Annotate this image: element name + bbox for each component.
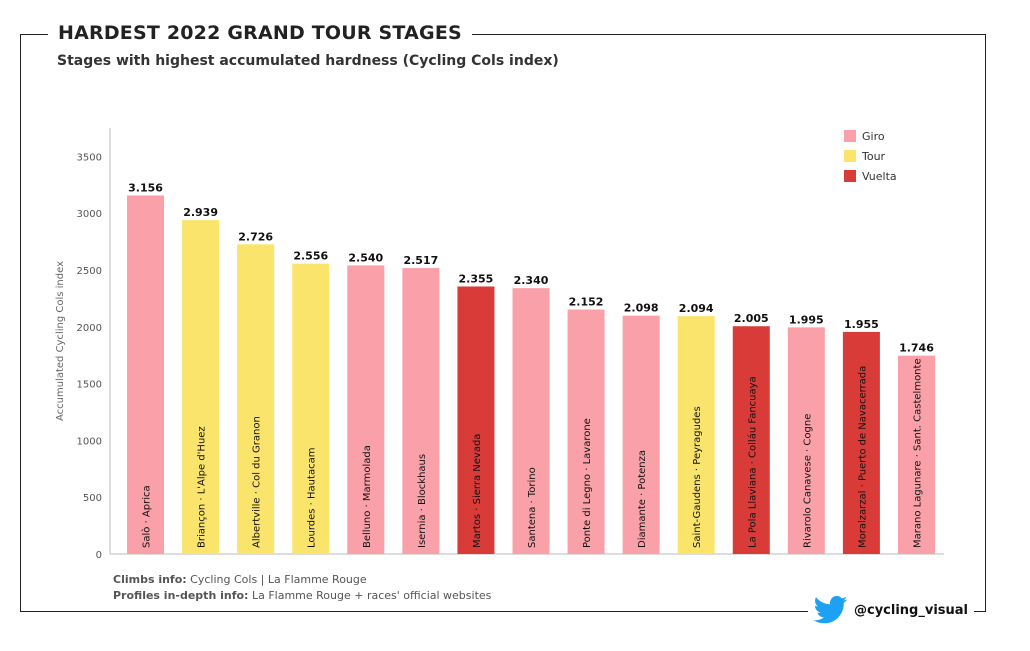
bar-value-label: 2.094 <box>679 302 714 315</box>
bar-value-label: 2.098 <box>624 302 659 315</box>
bar-value-label: 2.340 <box>514 274 549 287</box>
twitter-bird-icon <box>814 596 848 624</box>
category-label: Saint-Gaudens · Peyragudes <box>692 406 703 548</box>
bar <box>457 286 495 554</box>
y-tick-label: 500 <box>83 493 102 504</box>
y-tick-label: 2500 <box>77 266 102 277</box>
bar-value-label: 3.156 <box>128 181 163 194</box>
legend-swatch <box>844 170 856 182</box>
bar-value-label: 2.726 <box>238 230 273 243</box>
y-axis-label: Accumulated Cycling Cols index <box>55 261 66 421</box>
chart-subtitle: Stages with highest accumulated hardness… <box>57 53 559 69</box>
category-label: Isernia · Blockhaus <box>417 454 428 548</box>
chart-frame <box>20 34 986 612</box>
bar <box>292 263 330 554</box>
climbs-info-value: Cycling Cols | La Flamme Rouge <box>190 573 367 586</box>
category-label: Santena · Torino <box>527 467 538 548</box>
bar-value-label: 2.540 <box>348 251 383 264</box>
profiles-info-value: La Flamme Rouge + races' official websit… <box>251 589 492 602</box>
legend-swatch <box>844 130 856 142</box>
legend-label: Vuelta <box>862 170 897 183</box>
bar-value-label: 2.939 <box>183 206 218 219</box>
y-tick-label: 3500 <box>77 152 102 163</box>
bar-value-label: 1.955 <box>844 318 879 331</box>
bar-value-label: 1.746 <box>899 342 934 355</box>
y-tick-label: 2000 <box>77 323 102 334</box>
category-label: Moralzarzal · Puerto de Navacerrada <box>857 366 868 548</box>
y-tick-label: 1500 <box>77 380 102 391</box>
category-label: Belluno · Marmolada <box>362 445 373 548</box>
bar <box>732 326 770 554</box>
category-label: Marano Lagunare · Sant. Castelmonte <box>912 358 923 548</box>
category-label: Martos · Sierra Nevada <box>472 434 483 548</box>
category-label: Briançon · L'Alpe d'Huez <box>197 426 208 548</box>
bar <box>402 268 440 554</box>
bar-value-label: 2.152 <box>569 296 604 309</box>
legend-swatch <box>844 150 856 162</box>
climbs-info-label: Climbs info: <box>113 573 187 586</box>
bar <box>237 244 275 554</box>
y-tick-label: 0 <box>96 550 102 561</box>
climbs-info: Climbs info: Cycling Cols | La Flamme Ro… <box>113 573 367 586</box>
category-label: La Pola Llaviana · Colláu Fancuaya <box>746 376 758 548</box>
category-label: Rivarolo Canavese · Cogne <box>802 414 813 548</box>
legend-label: Giro <box>862 130 885 143</box>
bar <box>787 327 825 554</box>
y-tick-label: 1000 <box>77 436 102 447</box>
bar <box>842 331 880 554</box>
bar-value-label: 2.556 <box>293 250 328 263</box>
bar-value-label: 2.355 <box>459 272 494 285</box>
bar <box>622 315 660 554</box>
twitter-handle-text: @cycling_visual <box>854 602 969 618</box>
bar-value-label: 2.005 <box>734 312 769 325</box>
bar <box>347 265 385 554</box>
legend-label: Tour <box>861 150 886 163</box>
category-label: Diamante · Potenza <box>637 450 648 548</box>
bar-value-label: 1.995 <box>789 313 824 326</box>
profiles-info: Profiles in-depth info: La Flamme Rouge … <box>113 589 491 602</box>
bar <box>512 288 550 554</box>
chart-title: HARDEST 2022 GRAND TOUR STAGES <box>48 22 472 44</box>
y-tick-label: 3000 <box>77 209 102 220</box>
bar <box>567 309 605 554</box>
bar-value-label: 2.517 <box>403 254 438 267</box>
bar <box>127 195 165 554</box>
category-label: Salò · Aprica <box>141 485 153 548</box>
category-label: Ponte di Legno · Lavarone <box>582 418 593 548</box>
bar <box>677 316 715 554</box>
category-label: Lourdes · Hautacam <box>307 448 318 548</box>
category-label: Albertville · Col du Granon <box>252 416 263 548</box>
twitter-handle[interactable]: @cycling_visual <box>808 596 975 624</box>
bar <box>897 355 935 554</box>
bar <box>182 220 220 555</box>
profiles-info-label: Profiles in-depth info: <box>113 589 249 602</box>
